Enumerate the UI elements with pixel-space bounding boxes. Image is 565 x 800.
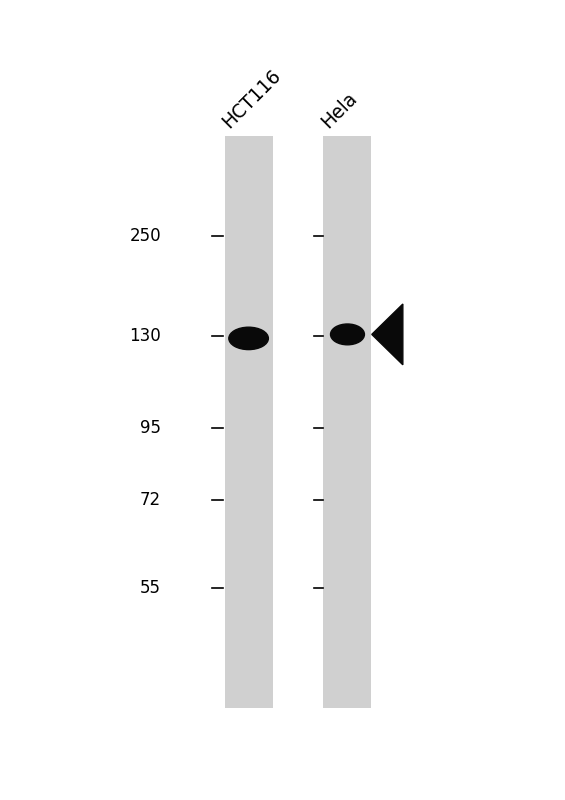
Text: Hela: Hela [317,89,360,132]
Text: 250: 250 [129,227,161,245]
Ellipse shape [331,324,364,345]
Text: 55: 55 [140,579,161,597]
Text: 130: 130 [129,327,161,345]
Text: 95: 95 [140,419,161,437]
Ellipse shape [229,327,268,350]
Text: 72: 72 [140,491,161,509]
Text: HCT116: HCT116 [218,66,284,132]
Polygon shape [372,304,403,365]
Bar [225,136,273,708]
Bar [323,136,371,708]
